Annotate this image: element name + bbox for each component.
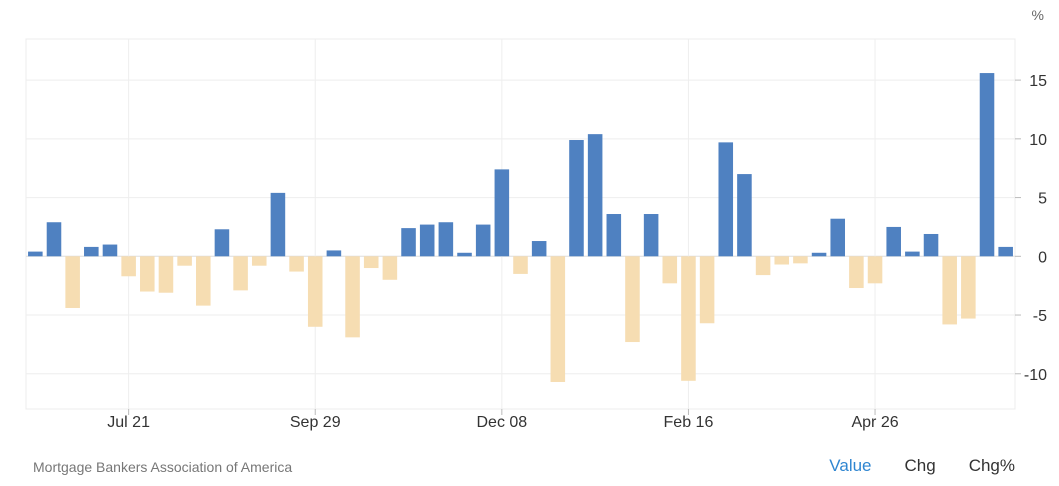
y-tick-label: -5 <box>1033 308 1047 325</box>
bar <box>531 241 547 257</box>
tab-value[interactable]: Value <box>829 456 872 475</box>
bar <box>84 246 99 257</box>
bar <box>849 256 864 289</box>
bar <box>289 256 304 272</box>
plot-frame <box>25 38 1016 410</box>
x-tick-label: Jul 21 <box>107 414 150 431</box>
x-tick-label: Feb 16 <box>664 414 714 431</box>
bar <box>550 256 566 382</box>
bar <box>214 229 230 257</box>
bar <box>233 256 248 291</box>
bar <box>270 192 286 257</box>
y-tick-label: 0 <box>1038 249 1047 266</box>
tab-chg-percent[interactable]: Chg% <box>968 456 1015 475</box>
y-unit-label: % <box>1032 7 1044 23</box>
bar <box>643 214 659 257</box>
bar <box>867 256 883 284</box>
bar <box>681 256 696 381</box>
bar <box>662 256 678 284</box>
bar <box>140 256 155 292</box>
bar <box>121 256 136 277</box>
x-tick-label: Sep 29 <box>290 414 341 431</box>
bar <box>830 218 846 257</box>
bar <box>195 256 211 306</box>
bar <box>587 134 603 257</box>
y-tick-label: 15 <box>1029 73 1047 90</box>
y-tick-label: -10 <box>1024 367 1047 384</box>
chart-footer: Mortgage Bankers Association of America … <box>0 448 1059 486</box>
x-tick-label: Dec 08 <box>476 414 527 431</box>
bar <box>998 246 1013 257</box>
view-mode-tabs: Value Chg Chg% <box>829 456 1015 476</box>
bar <box>923 233 939 257</box>
bar <box>177 256 192 266</box>
bar <box>811 252 827 257</box>
bar <box>774 256 790 265</box>
bar <box>793 256 808 264</box>
bar <box>457 252 472 257</box>
bar <box>886 226 901 257</box>
bar <box>625 256 640 343</box>
tab-chg[interactable]: Chg <box>904 456 936 475</box>
bar <box>65 256 80 308</box>
bar <box>494 169 510 257</box>
bar <box>102 244 118 257</box>
bar <box>345 256 360 338</box>
y-tick-label: 5 <box>1038 191 1047 208</box>
bar <box>961 256 976 319</box>
bar <box>942 256 957 325</box>
bar <box>737 174 752 257</box>
bar <box>569 140 584 257</box>
bar <box>401 228 416 257</box>
y-tick-label: 10 <box>1029 132 1047 149</box>
bar <box>419 224 435 257</box>
bar <box>363 256 379 269</box>
bar <box>718 142 734 257</box>
bar <box>438 222 454 257</box>
bar <box>382 256 398 280</box>
bar <box>755 256 771 276</box>
bar <box>475 224 491 257</box>
x-tick-label: Apr 26 <box>851 414 898 431</box>
bar <box>251 256 267 266</box>
bar <box>28 251 43 257</box>
bar <box>513 256 528 274</box>
bar <box>606 214 622 257</box>
bar <box>699 256 715 324</box>
bar <box>46 222 62 257</box>
bar <box>158 256 174 293</box>
bar-chart: 15 10 5 0 -5 -10% Jul 21 Sep 29 Dec 08 Feb 16 Apr … <box>25 7 1047 431</box>
bar <box>307 256 323 327</box>
bar <box>326 250 342 257</box>
bar <box>979 73 995 257</box>
bar <box>905 251 920 257</box>
source-label: Mortgage Bankers Association of America <box>33 459 293 475</box>
